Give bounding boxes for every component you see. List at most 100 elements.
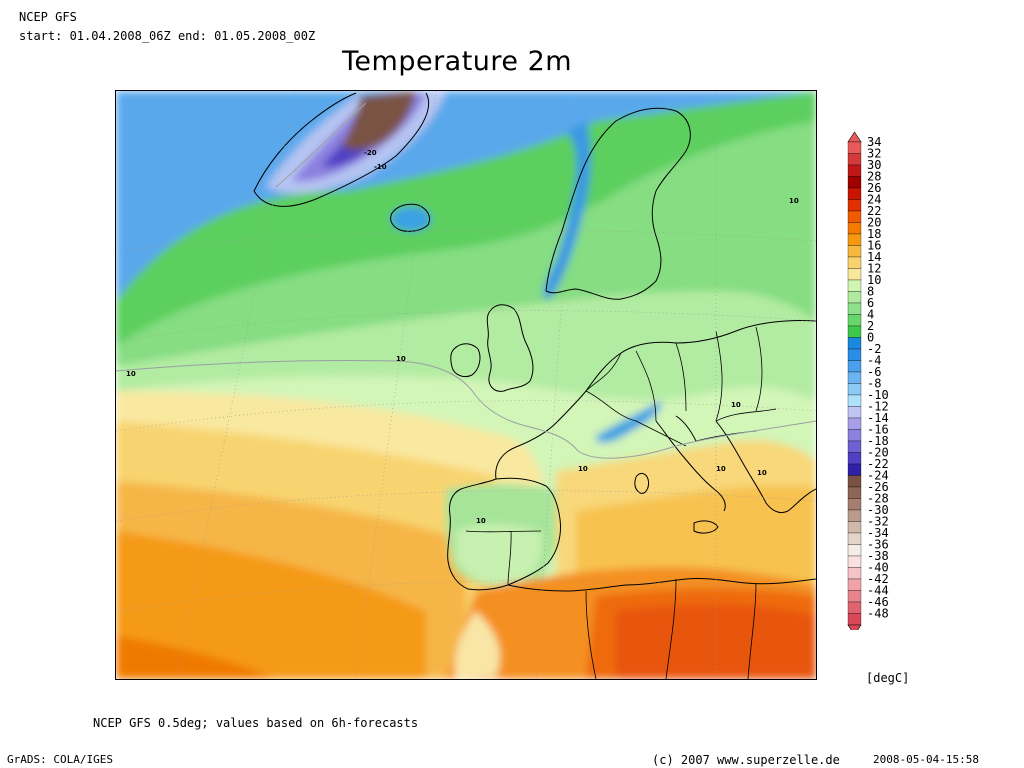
legend-label: 0 [867, 331, 874, 345]
legend-swatch [847, 210, 862, 223]
legend-swatch [847, 233, 862, 246]
legend-swatch [847, 601, 862, 614]
software-credit: GrADS: COLA/IGES [7, 753, 113, 766]
legend-label: 22 [867, 204, 881, 218]
legend-label: -16 [867, 423, 889, 437]
legend-label: -44 [867, 584, 889, 598]
legend-label: -38 [867, 549, 889, 563]
legend-swatch [847, 406, 862, 419]
legend-swatch [847, 532, 862, 545]
legend-label: -12 [867, 400, 889, 414]
legend-label: 30 [867, 158, 881, 172]
legend-label: -28 [867, 492, 889, 506]
legend-swatch [847, 325, 862, 338]
contour-label: 10 [789, 197, 799, 205]
legend-label: 28 [867, 170, 881, 184]
legend-label: 12 [867, 262, 881, 276]
temperature-field [116, 91, 816, 679]
legend-swatch [847, 314, 862, 327]
legend-arrow-top [847, 131, 862, 143]
legend-label: -18 [867, 434, 889, 448]
legend-swatch [847, 463, 862, 476]
contour-label: 10 [757, 469, 767, 477]
legend-label: -36 [867, 538, 889, 552]
contour-label: -10 [374, 163, 387, 171]
legend-swatch [847, 371, 862, 384]
legend-swatch [847, 509, 862, 522]
legend-swatch [847, 440, 862, 453]
legend-label: -14 [867, 411, 889, 425]
legend-label: -8 [867, 377, 881, 391]
legend-swatch [847, 176, 862, 189]
legend-label: -48 [867, 607, 889, 621]
legend-label: 20 [867, 216, 881, 230]
legend-swatch [847, 429, 862, 442]
legend-swatch [847, 268, 862, 281]
legend-label: -4 [867, 354, 881, 368]
legend-swatch [847, 291, 862, 304]
legend-swatch [847, 613, 862, 626]
legend-swatch [847, 475, 862, 488]
time-period-label: start: 01.04.2008_06Z end: 01.05.2008_00… [19, 29, 316, 43]
legend-swatch [847, 452, 862, 465]
contour-label: 10 [716, 465, 726, 473]
map-canvas: -20 -10 10 10 10 10 10 10 10 10 [116, 91, 816, 679]
legend-label: 18 [867, 227, 881, 241]
temperature-map: -20 -10 10 10 10 10 10 10 10 10 [115, 90, 817, 680]
legend-label: 4 [867, 308, 874, 322]
copyright: (c) 2007 www.superzelle.de [652, 753, 840, 767]
legend-label: -10 [867, 388, 889, 402]
legend-label: 8 [867, 285, 874, 299]
legend-label: 24 [867, 193, 881, 207]
legend-label: 26 [867, 181, 881, 195]
legend-swatch [847, 360, 862, 373]
legend-label: -20 [867, 446, 889, 460]
legend-swatch [847, 486, 862, 499]
legend-label: 14 [867, 250, 881, 264]
timestamp: 2008-05-04-15:58 [873, 753, 979, 766]
legend-swatch [847, 383, 862, 396]
legend-swatch [847, 153, 862, 166]
contour-label: -20 [364, 149, 377, 157]
legend-swatch [847, 590, 862, 603]
legend-label: -34 [867, 526, 889, 540]
legend-swatch [847, 199, 862, 212]
legend-label: 2 [867, 319, 874, 333]
legend-label: -42 [867, 572, 889, 586]
legend-swatch [847, 245, 862, 258]
legend-swatch [847, 555, 862, 568]
footnote: NCEP GFS 0.5deg; values based on 6h-fore… [93, 716, 419, 730]
legend-label: 34 [867, 135, 881, 149]
legend-label: 10 [867, 273, 881, 287]
contour-label: 10 [731, 401, 741, 409]
legend-swatch [847, 141, 862, 154]
legend-swatch [847, 394, 862, 407]
unit-label: [degC] [866, 671, 910, 685]
legend-label: -22 [867, 457, 889, 471]
legend-swatch [847, 417, 862, 430]
legend-label: -6 [867, 365, 881, 379]
legend-label: 16 [867, 239, 881, 253]
legend-label: -32 [867, 515, 889, 529]
legend-swatch [847, 187, 862, 200]
map-title: Temperature 2m [342, 46, 573, 77]
contour-label: 10 [396, 355, 406, 363]
legend-swatch [847, 544, 862, 557]
contour-label: 10 [578, 465, 588, 473]
legend-label: 6 [867, 296, 874, 310]
legend-swatch [847, 498, 862, 511]
legend-label: -26 [867, 480, 889, 494]
legend-label: -40 [867, 561, 889, 575]
legend-label: -2 [867, 342, 881, 356]
legend-swatch [847, 256, 862, 269]
contour-label: 10 [126, 370, 136, 378]
legend-arrow-bottom [847, 624, 862, 630]
model-source-label: NCEP GFS [19, 10, 77, 24]
legend-label: -46 [867, 595, 889, 609]
legend-label: -30 [867, 503, 889, 517]
graticule [116, 91, 816, 679]
legend-swatch [847, 279, 862, 292]
legend-label: 32 [867, 147, 881, 161]
legend-swatch [847, 222, 862, 235]
isotherm-minus-10 [275, 102, 367, 188]
